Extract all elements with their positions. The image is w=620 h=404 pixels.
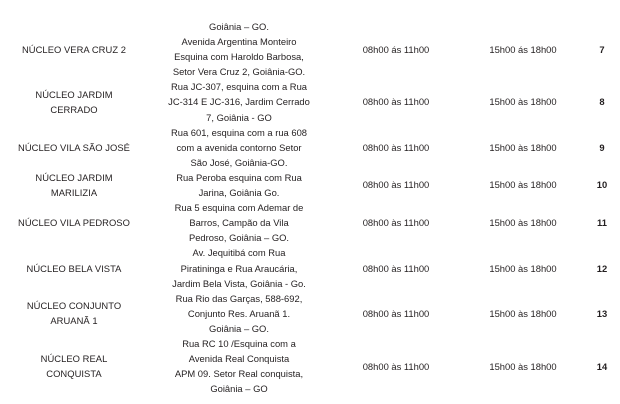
table-row: NÚCLEO CONJUNTO ARUANÃ 1 Rua Rio das Gar… [0, 291, 620, 336]
unit-name-line: NÚCLEO CONJUNTO [26, 300, 122, 312]
address-line: JC-314 E JC-316, Jardim Cerrado [168, 96, 310, 108]
address-line: Rua Rio das Garças, 588-692, [175, 292, 303, 304]
address-cell: Goiânia – GO. Avenida Argentina Monteiro… [148, 19, 330, 79]
unit-name-line: NÚCLEO JARDIM [35, 88, 113, 100]
schedule-table: NÚCLEO VERA CRUZ 2 Goiânia – GO. Avenida… [0, 19, 620, 396]
address-line: Pedroso, Goiânia – GO. [188, 232, 290, 244]
unit-name-line: NÚCLEO BELA VISTA [26, 262, 122, 274]
unit-name-cell: NÚCLEO VERA CRUZ 2 [0, 19, 148, 79]
unit-name-line: CONQUISTA [46, 368, 102, 380]
unit-name-cell: NÚCLEO JARDIM CERRADO [0, 79, 148, 124]
morning-hours-cell: 08h00 às 11h00 [362, 360, 430, 372]
address-cell: Rua JC-307, esquina com a Rua JC-314 E J… [148, 79, 330, 124]
table-row: NÚCLEO VILA PEDROSO Rua 5 esquina com Ad… [0, 200, 620, 245]
address-line: Piratininga e Rua Araucária, [180, 262, 298, 274]
address-line: Setor Vera Cruz 2, Goiânia-GO. [172, 66, 306, 78]
row-number-cell: 7 [599, 43, 605, 55]
unit-name-line: ARUANÃ 1 [50, 315, 98, 327]
table-row: NÚCLEO JARDIM CERRADO Rua JC-307, esquin… [0, 79, 620, 124]
morning-hours-cell: 08h00 às 11h00 [362, 96, 430, 108]
morning-hours-cell: 08h00 às 11h00 [362, 307, 430, 319]
table-row: NÚCLEO JARDIM MARILIZIA Rua Peroba esqui… [0, 170, 620, 200]
address-line: Rua JC-307, esquina com a Rua [170, 81, 307, 93]
unit-name-cell: NÚCLEO BELA VISTA [0, 245, 148, 290]
afternoon-hours-cell: 15h00 ás 18h00 [489, 43, 557, 55]
row-number-cell: 8 [599, 96, 605, 108]
address-line: Goiânia – GO [210, 383, 268, 395]
address-line: Jarina, Goiânia Go. [198, 187, 280, 199]
address-cell: Rua Peroba esquina com Rua Jarina, Goiân… [148, 170, 330, 200]
afternoon-hours-cell: 15h00 às 18h00 [489, 141, 557, 153]
table-row: NÚCLEO BELA VISTA Av. Jequitibá com Rua … [0, 245, 620, 290]
afternoon-hours-cell: 15h00 às 18h00 [489, 262, 557, 274]
row-number-cell: 13 [596, 307, 608, 319]
unit-name-cell: NÚCLEO JARDIM MARILIZIA [0, 170, 148, 200]
morning-hours-cell: 08h00 às 11h00 [362, 262, 430, 274]
address-line: Jardim Bela Vista, Goiânia - Go. [172, 277, 306, 289]
address-line: Conjunto Res. Aruanã 1. [187, 307, 291, 319]
address-line: Barros, Campão da Vila [189, 217, 289, 229]
address-line: Avenida Argentina Monteiro [181, 36, 297, 48]
table-row: NÚCLEO VILA SÃO JOSÉ Rua 601, esquina co… [0, 125, 620, 170]
address-line: Goiânia – GO. [209, 322, 269, 334]
morning-hours-cell: 08h00 às 11h00 [362, 217, 430, 229]
address-line: 7, Goiânia - GO [206, 111, 272, 123]
table-row: NÚCLEO REAL CONQUISTA Rua RC 10 /Esquina… [0, 336, 620, 396]
unit-name-cell: NÚCLEO REAL CONQUISTA [0, 336, 148, 396]
morning-hours-cell: 08h00 às 11h00 [362, 141, 430, 153]
afternoon-hours-cell: 15h00 às 18h00 [489, 360, 557, 372]
address-line: Rua 5 esquina com Ademar de [174, 202, 304, 214]
unit-name-line: NÚCLEO REAL [40, 353, 108, 365]
row-number-cell: 14 [596, 360, 608, 372]
morning-hours-cell: 08h00 às 11h00 [362, 179, 430, 191]
address-line: Rua RC 10 /Esquina com a [182, 337, 296, 349]
address-line: Av. Jequitibá com Rua [192, 247, 286, 259]
unit-name-cell: NÚCLEO CONJUNTO ARUANÃ 1 [0, 291, 148, 336]
address-line: Esquina com Haroldo Barbosa, [174, 51, 304, 63]
unit-name-cell: NÚCLEO VILA PEDROSO [0, 200, 148, 245]
row-number-cell: 10 [596, 179, 608, 191]
unit-name-cell: NÚCLEO VILA SÃO JOSÉ [0, 125, 148, 170]
address-line: Goiânia – GO. [209, 21, 269, 32]
address-cell: Rua RC 10 /Esquina com a Avenida Real Co… [148, 336, 330, 396]
afternoon-hours-cell: 15h00 às 18h00 [489, 217, 557, 229]
unit-name-line: NÚCLEO VERA CRUZ 2 [21, 43, 127, 55]
unit-name-line: NÚCLEO VILA SÃO JOSÉ [18, 141, 130, 153]
unit-name-line: NÚCLEO JARDIM [35, 171, 113, 183]
afternoon-hours-cell: 15h00 às 18h00 [489, 307, 557, 319]
unit-name-line: NÚCLEO VILA PEDROSO [18, 217, 130, 229]
address-line: Avenida Real Conquista [188, 353, 290, 365]
address-cell: Rua 5 esquina com Ademar de Barros, Camp… [148, 200, 330, 245]
row-number-cell: 11 [597, 217, 607, 229]
address-line: com a avenida contorno Setor [176, 141, 302, 153]
address-cell: Av. Jequitibá com Rua Piratininga e Rua … [148, 245, 330, 290]
unit-name-line: CERRADO [50, 104, 98, 116]
address-line: Rua Peroba esquina com Rua [176, 171, 302, 183]
schedule-table-body: NÚCLEO VERA CRUZ 2 Goiânia – GO. Avenida… [0, 19, 620, 396]
address-line: Rua 601, esquina com a rua 608 [170, 126, 308, 138]
afternoon-hours-cell: 15h00 às 18h00 [489, 179, 557, 191]
address-cell: Rua 601, esquina com a rua 608 com a ave… [148, 125, 330, 170]
row-number-cell: 12 [596, 262, 608, 274]
row-number-cell: 9 [599, 141, 605, 153]
address-line: APM 09. Setor Real conquista, [174, 368, 304, 380]
afternoon-hours-cell: 15h00 às 18h00 [489, 96, 557, 108]
address-line: São José, Goiânia-GO. [190, 156, 288, 168]
address-cell: Rua Rio das Garças, 588-692, Conjunto Re… [148, 291, 330, 336]
unit-name-line: MARILIZIA [50, 187, 98, 199]
table-row: NÚCLEO VERA CRUZ 2 Goiânia – GO. Avenida… [0, 19, 620, 79]
morning-hours-cell: 08h00 ás 11h00 [362, 43, 430, 55]
